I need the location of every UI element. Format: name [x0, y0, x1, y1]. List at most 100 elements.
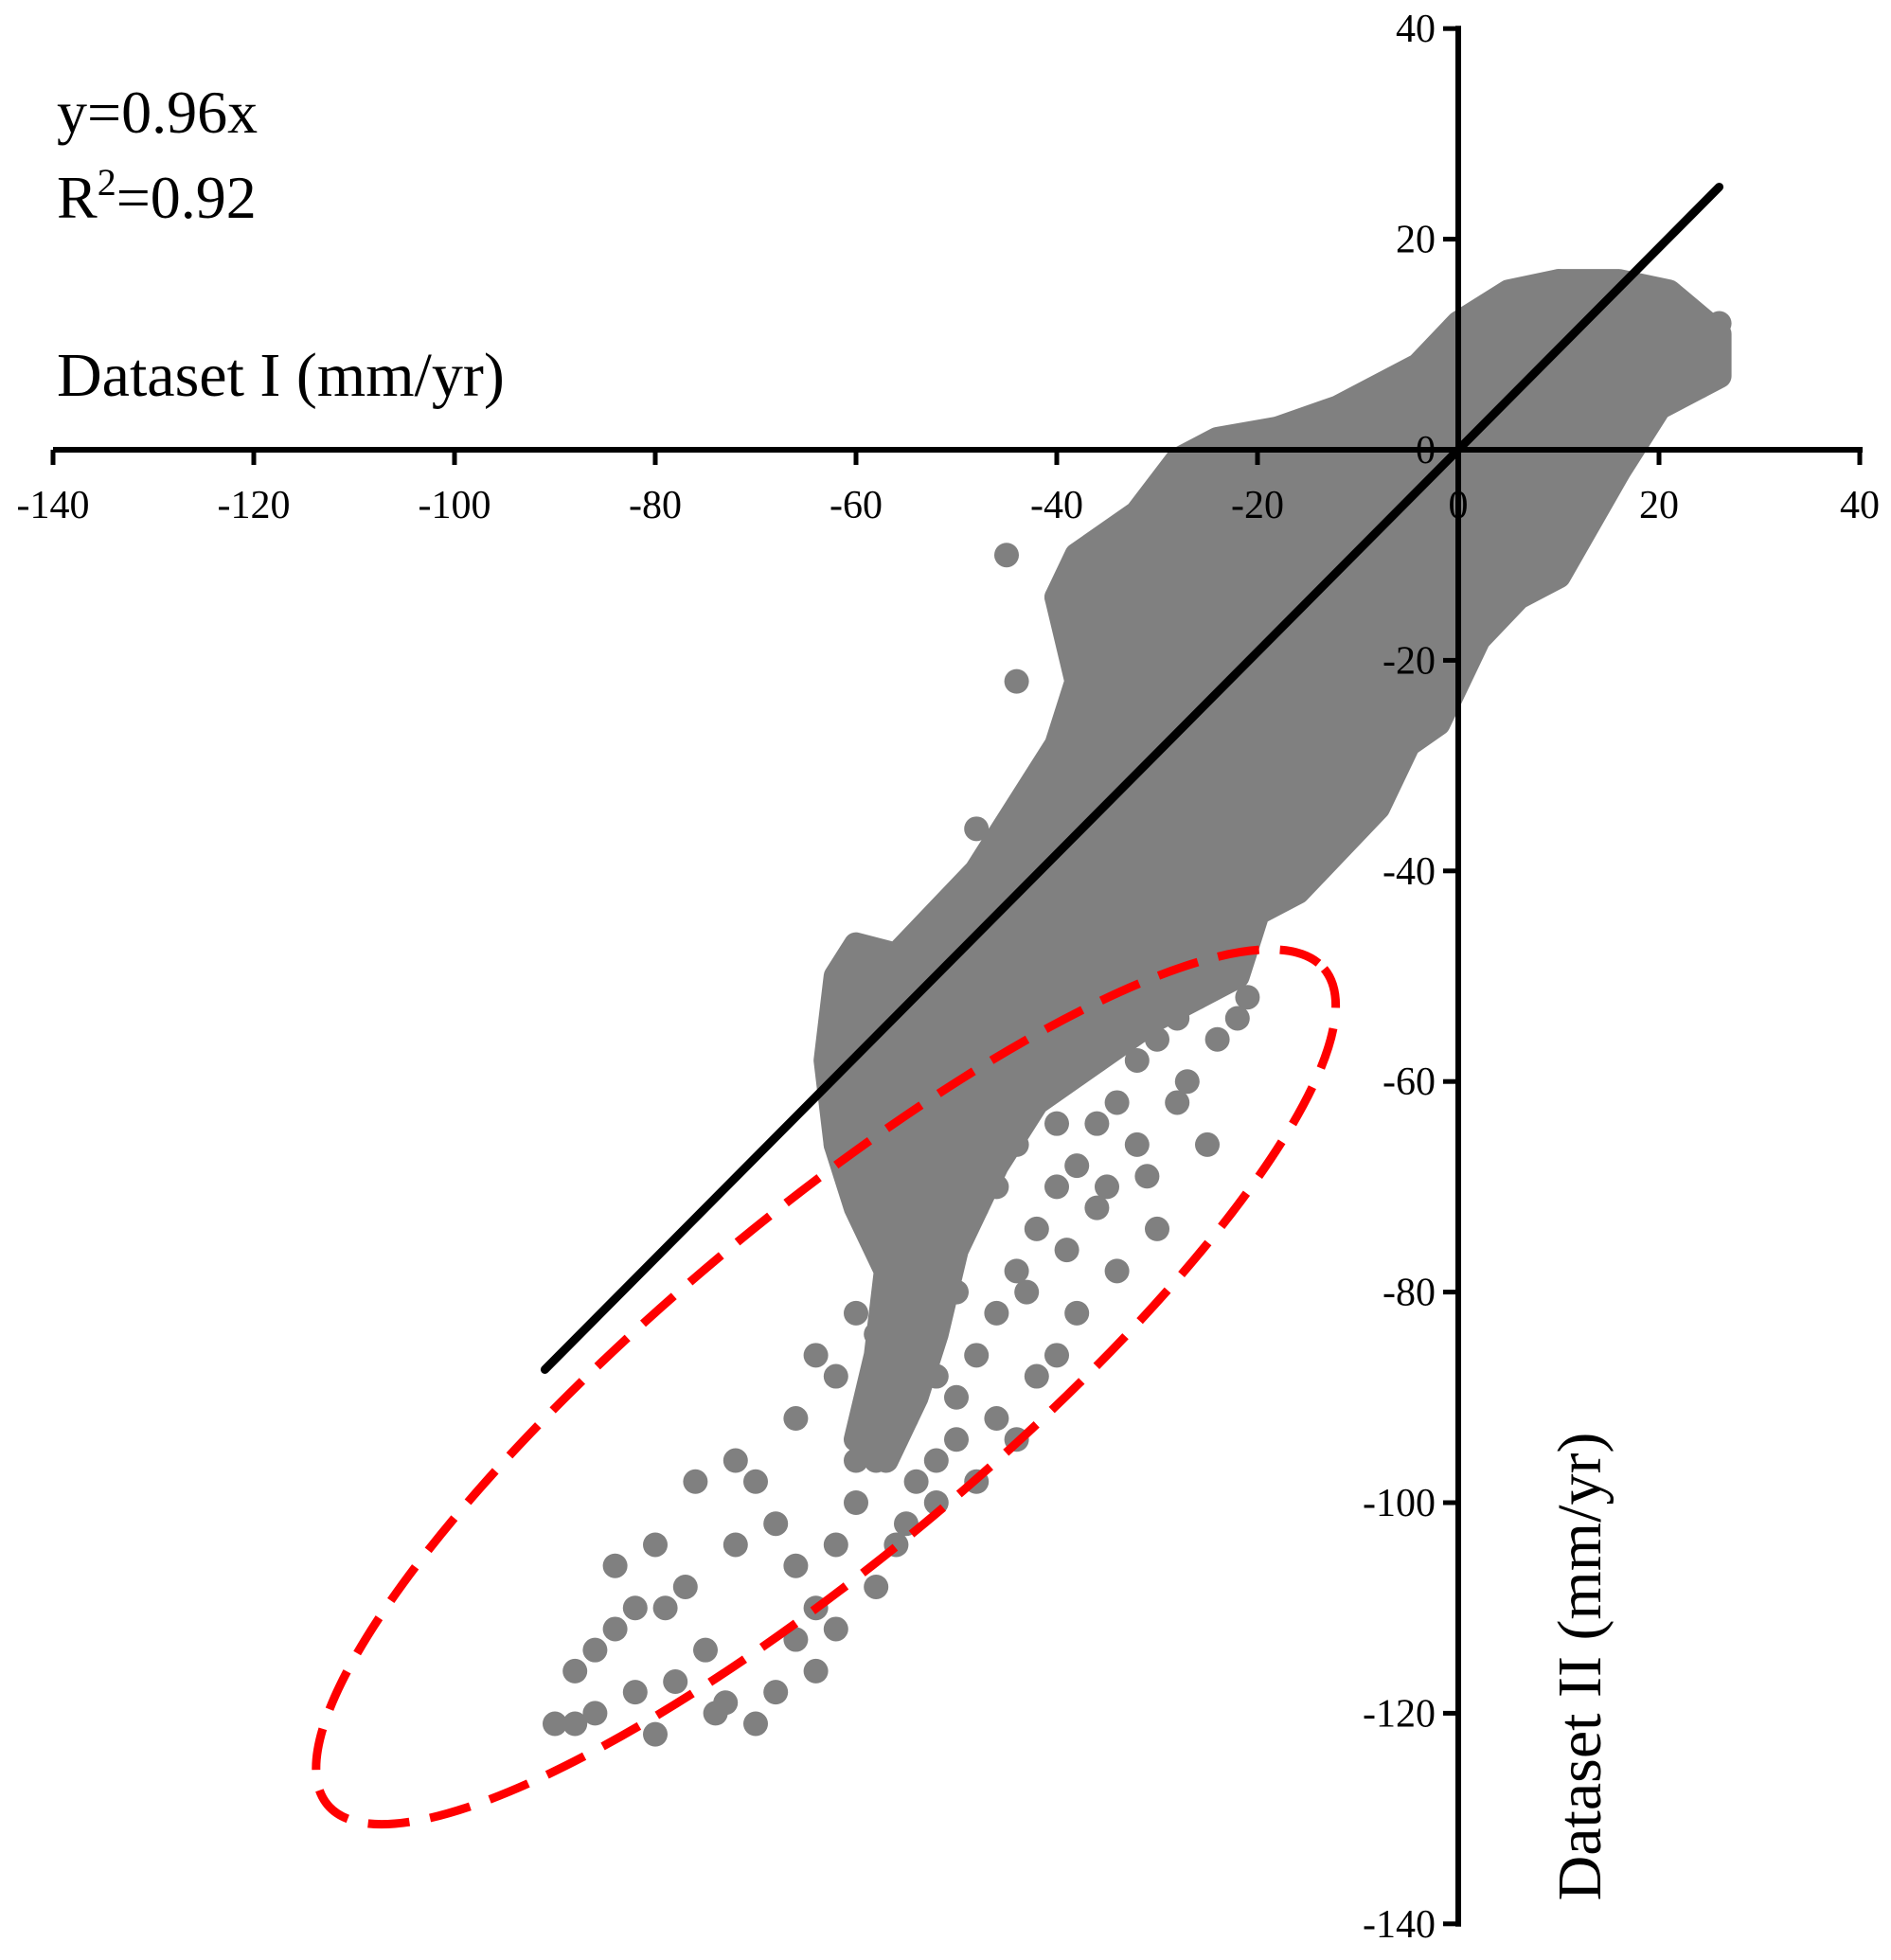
scatter-point: [903, 1047, 929, 1073]
scatter-point: [1566, 479, 1592, 505]
y-axis-title: Dataset II (mm/yr): [1545, 1433, 1614, 1901]
scatter-point: [1064, 795, 1090, 821]
y-tick-label: -140: [1363, 1903, 1436, 1947]
outlier-point: [903, 1469, 929, 1494]
scatter-point: [864, 1448, 889, 1473]
y-tick-label: 20: [1396, 219, 1436, 262]
scatter-point: [1305, 648, 1330, 673]
scatter-point: [1124, 648, 1150, 673]
scatter-point: [1416, 384, 1441, 410]
scatter-point: [1365, 584, 1391, 610]
x-axis-ticks: -140 -120 -100 -80 -60 -40 -20 0 20 40: [17, 450, 1880, 527]
scatter-point: [1245, 584, 1270, 610]
scatter-point: [1185, 753, 1210, 778]
scatter-point: [1115, 837, 1140, 863]
r-squared-label: R2=0.92: [57, 161, 257, 231]
scatter-point: [1084, 858, 1110, 883]
outlier-point: [844, 1490, 868, 1515]
scatter-point: [923, 1363, 949, 1389]
outlier-point: [562, 1658, 588, 1684]
scatter-point: [1667, 331, 1692, 357]
scatter-point: [1165, 543, 1190, 568]
y-axis-ticks: 40 20 0 -20 -40 -60 -80 -100 -120 -140: [1363, 8, 1458, 1947]
scatter-point: [1686, 374, 1712, 400]
scatter-point: [1224, 711, 1250, 737]
scatter-point: [1064, 942, 1090, 968]
outlier-point: [643, 1721, 668, 1747]
x-tick-label: -120: [218, 484, 291, 527]
scatter-point: [1204, 858, 1230, 883]
scatter-point: [1004, 668, 1029, 694]
outlier-point: [944, 1174, 969, 1200]
scatter-point: [883, 1069, 909, 1095]
scatter-point: [1104, 900, 1130, 926]
outlier-point: [1185, 985, 1210, 1010]
scatter-point: [1385, 374, 1411, 400]
scatter-point: [1626, 279, 1651, 305]
scatter-point: [883, 1238, 909, 1263]
scatter-point: [1044, 753, 1069, 778]
outlier-point: [803, 1658, 829, 1684]
scatter-point: [1185, 458, 1210, 484]
scatter-point: [1265, 448, 1291, 473]
scatter-point: [1145, 816, 1169, 842]
y-tick-label: -100: [1363, 1482, 1436, 1525]
scatter-point: [1436, 668, 1461, 694]
scatter-point: [944, 1047, 969, 1073]
scatter-point: [1224, 563, 1250, 589]
outlier-point: [543, 1711, 567, 1737]
outlier-highlight-ellipse: [312, 945, 1341, 1829]
outlier-point: [1204, 1026, 1230, 1052]
scatter-point: [1084, 711, 1110, 737]
outlier-point: [1084, 1111, 1110, 1136]
scatter-point: [1024, 921, 1049, 947]
outlier-point: [984, 1300, 1009, 1326]
outlier-point: [1095, 1174, 1119, 1200]
outlier-point: [844, 1448, 868, 1473]
scatter-point: [1204, 732, 1230, 757]
outlier-point: [723, 1448, 748, 1473]
scatter-point: [1305, 416, 1330, 441]
outlier-point: [1145, 1026, 1169, 1052]
scatter-point: [964, 816, 990, 842]
scatter-point: [1325, 479, 1350, 505]
dense-cloud-area: [813, 269, 1732, 1473]
scatter-point: [1325, 732, 1350, 757]
outlier-point: [743, 1469, 768, 1494]
scatter-point: [1425, 563, 1451, 589]
outlier-point: [582, 1701, 608, 1726]
outlier-point: [864, 1322, 889, 1347]
scatter-point: [1124, 711, 1150, 737]
scatter-point: [1084, 1047, 1110, 1073]
scatter-point: [1204, 627, 1230, 652]
scatter-point: [1285, 753, 1311, 778]
scatter-point: [1525, 311, 1551, 336]
scatter-point: [894, 1406, 919, 1432]
scatter-point: [1265, 689, 1291, 715]
scatter-point: [923, 1090, 949, 1115]
outlier-point: [1165, 1090, 1190, 1115]
scatter-point: [1475, 458, 1501, 484]
x-tick-label: -60: [830, 484, 883, 527]
scatter-point: [1024, 1047, 1049, 1073]
scatter-point: [984, 985, 1009, 1010]
outlier-point: [844, 1300, 868, 1326]
x-axis-title: Dataset I (mm/yr): [57, 341, 505, 410]
outlier-point: [582, 1637, 608, 1663]
y-tick-label: 0: [1416, 429, 1436, 472]
scatter-point: [1667, 300, 1692, 326]
scatter-point: [1647, 353, 1671, 379]
outlier-point: [1064, 1153, 1090, 1179]
outlier-point: [823, 1532, 848, 1558]
scatter-point: [1104, 753, 1130, 778]
scatter-point: [823, 1131, 848, 1157]
scatter-point: [994, 543, 1019, 568]
outlier-point: [883, 1279, 909, 1305]
outlier-point: [803, 1343, 829, 1368]
outlier-point: [1024, 1363, 1049, 1389]
outlier-point: [903, 1238, 929, 1263]
outlier-point: [743, 1711, 768, 1737]
scatter-point: [1385, 605, 1411, 631]
scatter-point: [1185, 900, 1210, 926]
outlier-point: [923, 1448, 949, 1473]
